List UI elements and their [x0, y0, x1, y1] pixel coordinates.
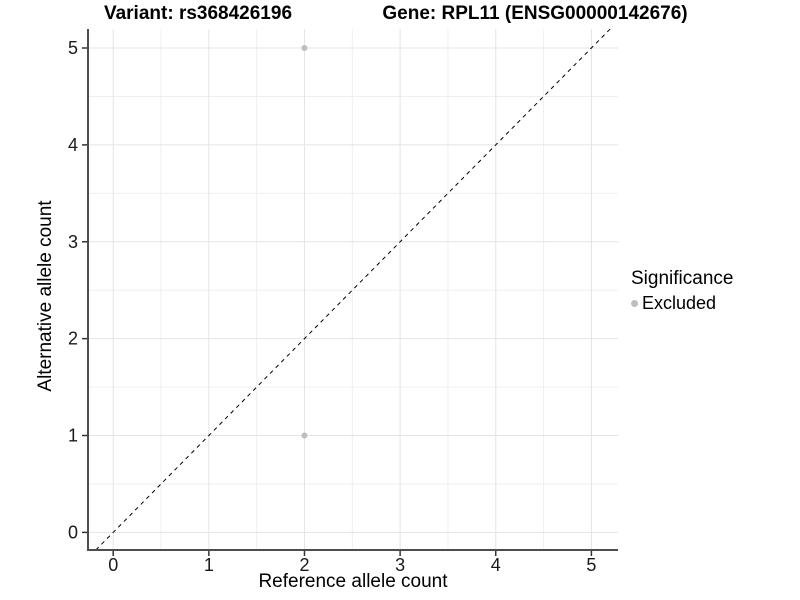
plot-title-variant: Variant: rs368426196 [103, 3, 293, 24]
y-tick-label: 2 [68, 329, 78, 349]
y-tick-label: 0 [68, 522, 78, 542]
identity-line [95, 28, 611, 551]
y-tick-label: 1 [68, 426, 78, 446]
x-tick-label: 1 [204, 555, 214, 575]
x-tick-label: 2 [299, 555, 309, 575]
y-tick-label: 3 [68, 232, 78, 252]
excluded-point-icon [631, 300, 638, 307]
y-axis-title: Alternative allele count [35, 200, 56, 392]
y-tick-label: 5 [68, 38, 78, 58]
x-tick-label: 5 [586, 555, 596, 575]
legend-entry-excluded: Excluded [631, 293, 733, 314]
plot-title-gene: Gene: RPL11 (ENSG00000142676) [382, 3, 688, 24]
data-point [301, 45, 308, 51]
x-tick-label: 0 [108, 555, 118, 575]
legend-title: Significance [631, 268, 734, 289]
data-point [301, 432, 308, 439]
x-axis-title: Reference allele count [258, 571, 448, 592]
legend: Significance Excluded [631, 268, 733, 314]
x-tick-label: 4 [491, 555, 501, 575]
x-tick-label: 3 [395, 555, 405, 575]
legend-entry-label: Excluded [642, 293, 717, 313]
y-tick-label: 4 [68, 135, 78, 155]
